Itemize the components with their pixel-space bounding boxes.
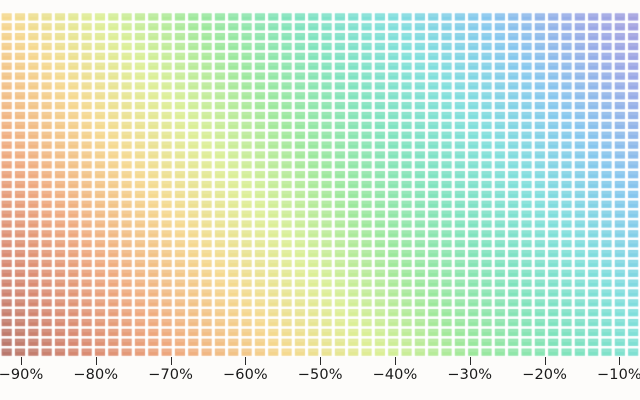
heatmap-plot-area <box>0 12 640 357</box>
x-tick-label: −10% <box>597 367 640 383</box>
x-tick-mark <box>170 357 172 365</box>
x-tick-mark <box>95 357 97 365</box>
x-axis: −90% −80% −70% −60% −50% −40% −30% −20% −10% <box>0 357 640 400</box>
x-tick-mark <box>21 357 22 365</box>
x-tick-label: −40% <box>372 367 418 383</box>
x-tick-mark <box>469 357 471 365</box>
x-tick-label: −80% <box>73 367 119 383</box>
x-tick-mark <box>544 357 546 365</box>
x-tick-mark <box>245 357 247 365</box>
x-tick-label: −50% <box>297 367 343 383</box>
x-tick-mark <box>320 357 322 365</box>
x-tick-mark <box>619 357 621 365</box>
x-tick-label: −60% <box>223 367 268 383</box>
heatmap-grid <box>0 12 640 357</box>
x-tick-label: −30% <box>447 367 493 383</box>
x-tick-label: −20% <box>522 367 567 383</box>
x-tick-label: −70% <box>148 367 193 383</box>
x-tick-label: −90% <box>0 367 44 383</box>
x-tick-mark <box>395 357 396 365</box>
